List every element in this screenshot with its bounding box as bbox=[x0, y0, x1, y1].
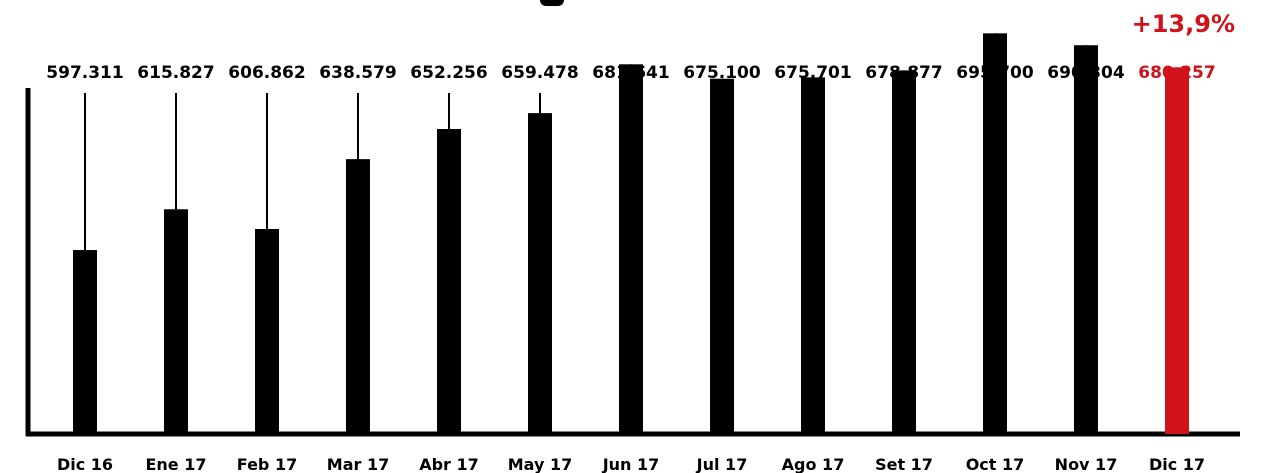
x-tick-label: Dic 17 bbox=[1149, 455, 1205, 473]
bar bbox=[983, 33, 1007, 435]
x-tick-label: Dic 16 bbox=[57, 455, 113, 473]
x-tick-label: Set 17 bbox=[875, 455, 933, 473]
value-label: 675.100 bbox=[683, 63, 761, 83]
bar bbox=[255, 229, 279, 434]
x-tick-label: Ago 17 bbox=[782, 455, 845, 473]
value-label: 675.701 bbox=[774, 63, 851, 83]
value-label: 695.700 bbox=[956, 63, 1034, 83]
value-label: 678.877 bbox=[865, 63, 942, 83]
bar bbox=[619, 64, 643, 434]
x-tick-label: May 17 bbox=[508, 455, 573, 473]
change-annotation: +13,9% bbox=[1132, 10, 1235, 38]
x-tick-label: Ene 17 bbox=[145, 455, 206, 473]
value-label: 606.862 bbox=[228, 63, 305, 83]
x-tick-label: Oct 17 bbox=[966, 455, 1025, 473]
bar bbox=[892, 70, 916, 434]
cropped-title-fragment bbox=[540, 0, 564, 6]
value-label: 680.257 bbox=[1138, 63, 1215, 83]
bar bbox=[1074, 45, 1098, 434]
value-label: 659.478 bbox=[501, 63, 578, 83]
bar bbox=[346, 159, 370, 434]
value-label: 652.256 bbox=[410, 63, 487, 83]
x-tick-label: Jul 17 bbox=[696, 455, 748, 473]
x-tick-label: Mar 17 bbox=[327, 455, 389, 473]
x-tick-label: Feb 17 bbox=[237, 455, 297, 473]
value-label: 615.827 bbox=[137, 63, 214, 83]
x-tick-label: Jun 17 bbox=[602, 455, 660, 473]
x-tick-label: Nov 17 bbox=[1055, 455, 1118, 473]
bar bbox=[710, 78, 734, 434]
bar bbox=[801, 77, 825, 434]
bar bbox=[528, 113, 552, 435]
bar bbox=[1165, 67, 1189, 435]
value-label: 681.641 bbox=[592, 63, 669, 83]
value-label: 597.311 bbox=[46, 63, 123, 83]
bar bbox=[437, 129, 461, 434]
value-label: 638.579 bbox=[319, 63, 396, 83]
bar bbox=[73, 250, 97, 434]
value-label: 690.304 bbox=[1047, 63, 1125, 83]
bar bbox=[164, 209, 188, 434]
bars-group: 597.311 Dic 16 615.827 Ene 17 606.862 Feb 17 6… bbox=[46, 33, 1216, 473]
x-tick-label: Abr 17 bbox=[419, 455, 479, 473]
